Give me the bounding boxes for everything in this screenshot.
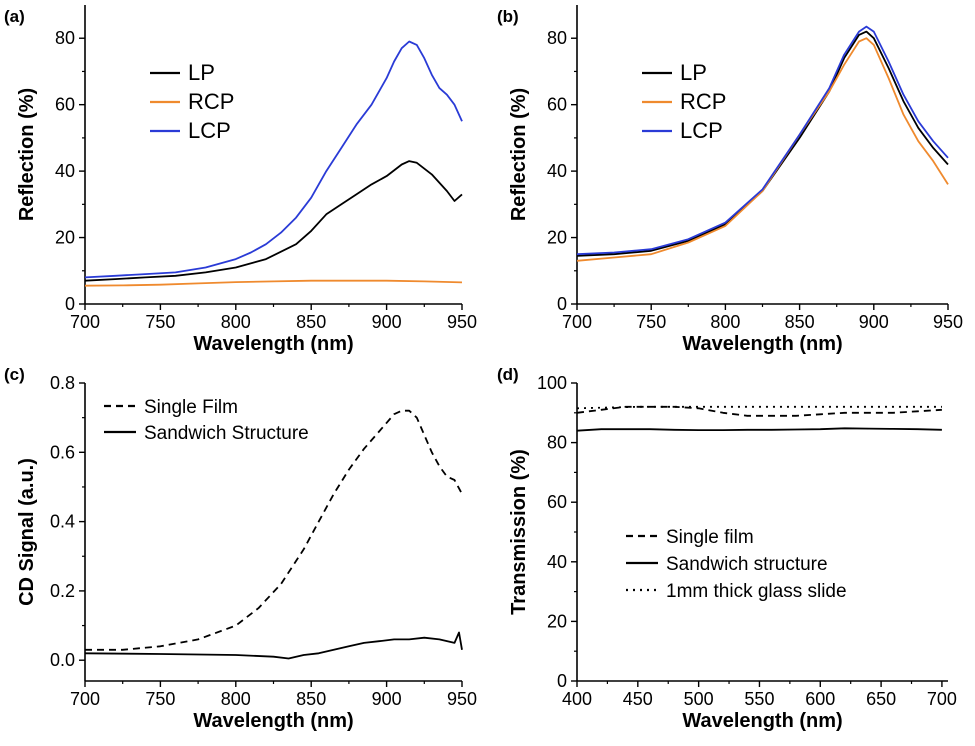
x-tick-label: 950 xyxy=(447,312,477,332)
x-tick-label: 700 xyxy=(70,689,100,709)
y-tick-label: 0.4 xyxy=(50,512,75,532)
y-tick-label: 60 xyxy=(55,95,75,115)
x-tick-label: 850 xyxy=(785,312,815,332)
y-tick-label: 20 xyxy=(547,611,567,631)
y-tick-label: 80 xyxy=(547,433,567,453)
x-tick-label: 950 xyxy=(447,689,477,709)
series-line-sandwich-structure xyxy=(84,631,463,660)
x-tick-label: 900 xyxy=(372,312,402,332)
x-tick-label: 750 xyxy=(145,689,175,709)
panel-label: (d) xyxy=(497,365,519,384)
x-tick-label: 750 xyxy=(636,312,666,332)
x-tick-label: 650 xyxy=(866,689,896,709)
x-tick-label: 400 xyxy=(562,689,592,709)
chart-panel-1: (a) 700 750 800 850 900 950 0 20 40 60 80 Wavelength… xyxy=(4,5,477,355)
panel-label: (c) xyxy=(4,365,25,384)
series-line-lp xyxy=(84,160,463,282)
chart-panel-4: (d) 400 450 500 550 600 650 700 0 20 40 60 80 100 Wave… xyxy=(497,365,957,732)
x-tick-label: 800 xyxy=(221,689,251,709)
legend-entry: LCP xyxy=(188,118,231,143)
x-tick-label: 900 xyxy=(859,312,889,332)
legend-entry: Sandwich structure xyxy=(666,554,828,575)
y-axis-title: Reflection (%) xyxy=(16,88,38,221)
chart-panel-3: (c) 700 750 800 850 900 950 0.0 0.2 0.4 0.6 0.8 Wave… xyxy=(4,365,477,732)
series-line-rcp xyxy=(84,279,463,287)
series-line-lcp xyxy=(84,40,463,279)
x-tick-label: 900 xyxy=(372,689,402,709)
y-tick-label: 40 xyxy=(55,161,75,181)
x-tick-label: 700 xyxy=(70,312,100,332)
series-line-rcp xyxy=(576,37,949,262)
panel-label: (b) xyxy=(497,7,519,26)
legend-entry: Sandwich Structure xyxy=(144,423,309,444)
x-tick-label: 850 xyxy=(296,689,326,709)
series-line-single-film xyxy=(576,405,942,417)
legend-entry: 1mm thick glass slide xyxy=(666,581,847,602)
chart-panel-2: (b) 700 750 800 850 900 950 0 20 40 60 80 Wavelength… xyxy=(497,5,963,355)
y-tick-label: 100 xyxy=(537,373,567,393)
x-tick-label: 750 xyxy=(145,312,175,332)
x-tick-label: 950 xyxy=(933,312,963,332)
y-tick-label: 0.2 xyxy=(50,581,75,601)
x-axis-title: Wavelength (nm) xyxy=(193,333,353,355)
y-tick-label: 0 xyxy=(557,294,567,314)
x-axis-title: Wavelength (nm) xyxy=(193,710,353,732)
x-tick-label: 500 xyxy=(684,689,714,709)
legend-entry: LP xyxy=(188,60,215,85)
y-tick-label: 60 xyxy=(547,492,567,512)
legend-entry: RCP xyxy=(188,89,234,114)
series-line-1mm-thick-glass-slide xyxy=(576,405,942,410)
y-tick-label: 20 xyxy=(55,228,75,248)
legend-entry: Single Film xyxy=(144,397,238,418)
y-tick-label: 80 xyxy=(55,28,75,48)
series-line-lcp xyxy=(576,25,949,256)
y-tick-label: 0 xyxy=(65,294,75,314)
x-tick-label: 800 xyxy=(710,312,740,332)
x-tick-label: 700 xyxy=(562,312,592,332)
y-axis-title: Reflection (%) xyxy=(508,88,530,221)
x-tick-label: 850 xyxy=(296,312,326,332)
y-axis-title: CD Signal (a.u.) xyxy=(16,458,38,606)
series-line-lp xyxy=(576,30,949,257)
x-tick-label: 700 xyxy=(927,689,957,709)
y-tick-label: 0.6 xyxy=(50,442,75,462)
x-tick-label: 800 xyxy=(221,312,251,332)
legend-entry: Single film xyxy=(666,527,754,548)
y-tick-label: 60 xyxy=(547,95,567,115)
y-tick-label: 20 xyxy=(547,228,567,248)
x-tick-label: 550 xyxy=(744,689,774,709)
y-tick-label: 40 xyxy=(547,552,567,572)
x-tick-label: 600 xyxy=(805,689,835,709)
x-axis-title: Wavelength (nm) xyxy=(682,710,842,732)
y-tick-label: 0.0 xyxy=(50,650,75,670)
y-tick-label: 0.8 xyxy=(50,373,75,393)
legend-entry: RCP xyxy=(680,89,726,114)
legend-entry: LCP xyxy=(680,118,723,143)
x-tick-label: 450 xyxy=(623,689,653,709)
y-tick-label: 0 xyxy=(557,671,567,691)
x-axis-title: Wavelength (nm) xyxy=(682,333,842,355)
series-line-single-film xyxy=(85,409,463,651)
panel-label: (a) xyxy=(4,7,25,26)
y-tick-label: 40 xyxy=(547,161,567,181)
series-line-sandwich-structure xyxy=(576,427,942,432)
y-tick-label: 80 xyxy=(547,28,567,48)
legend-entry: LP xyxy=(680,60,707,85)
y-axis-title: Transmission (%) xyxy=(508,449,530,615)
